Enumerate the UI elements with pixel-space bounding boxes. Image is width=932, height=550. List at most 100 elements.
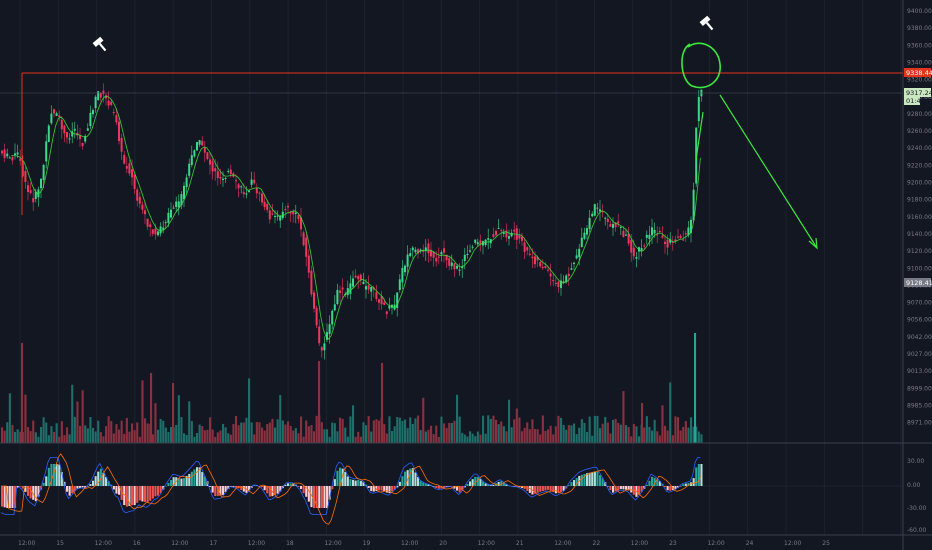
candle-body[interactable] (261, 193, 263, 203)
candle-body[interactable] (206, 152, 209, 160)
candle-body[interactable] (583, 232, 586, 239)
candle-body[interactable] (60, 119, 63, 130)
candle-body[interactable] (359, 274, 362, 281)
candle-body[interactable] (81, 142, 84, 147)
candle-body[interactable] (547, 269, 549, 271)
candle-body[interactable] (294, 212, 297, 214)
candle-body[interactable] (409, 253, 412, 256)
candle-body[interactable] (73, 128, 76, 131)
candle-body[interactable] (271, 213, 274, 215)
candle-body[interactable] (6, 153, 9, 157)
candle-body[interactable] (214, 168, 217, 172)
candle-body[interactable] (138, 196, 141, 204)
candle-body[interactable] (102, 90, 105, 95)
candle-body[interactable] (112, 112, 115, 114)
candle-body[interactable] (679, 235, 682, 239)
candle-body[interactable] (612, 223, 614, 228)
candle-body[interactable] (183, 185, 185, 200)
candle-body[interactable] (320, 347, 323, 351)
candle-body[interactable] (110, 101, 113, 105)
candle-body[interactable] (445, 254, 448, 261)
candle-body[interactable] (263, 201, 266, 208)
candle-body[interactable] (209, 159, 211, 165)
candle-body[interactable] (245, 193, 248, 195)
candle-body[interactable] (42, 165, 45, 181)
candle-body[interactable] (8, 157, 11, 159)
candle-body[interactable] (115, 115, 118, 123)
candle-body[interactable] (248, 190, 250, 192)
candle-body[interactable] (427, 243, 430, 254)
candle-body[interactable] (250, 179, 253, 185)
candle-body[interactable] (349, 283, 352, 294)
candle-body[interactable] (227, 171, 230, 173)
candle-body[interactable] (479, 240, 482, 245)
candle-body[interactable] (63, 125, 66, 134)
candle-body[interactable] (664, 241, 666, 244)
candle-body[interactable] (167, 212, 170, 223)
candle-body[interactable] (549, 273, 552, 277)
candle-body[interactable] (378, 299, 380, 303)
candle-body[interactable] (669, 239, 672, 243)
candle-body[interactable] (570, 268, 573, 270)
candle-body[interactable] (414, 249, 417, 253)
candle-body[interactable] (580, 237, 583, 248)
candle-body[interactable] (24, 170, 27, 183)
candle-body[interactable] (666, 239, 669, 248)
candle-body[interactable] (216, 171, 219, 179)
candle-body[interactable] (170, 209, 172, 218)
candle-body[interactable] (487, 238, 490, 240)
candle-body[interactable] (456, 266, 458, 269)
candle-body[interactable] (172, 207, 175, 209)
candle-body[interactable] (53, 109, 55, 114)
candle-body[interactable] (682, 239, 685, 241)
candle-body[interactable] (58, 115, 61, 118)
candle-body[interactable] (648, 234, 651, 239)
candle-body[interactable] (107, 100, 110, 106)
candle-body[interactable] (354, 275, 357, 278)
candle-body[interactable] (645, 234, 648, 238)
candle-body[interactable] (495, 231, 497, 236)
candle-body[interactable] (159, 226, 162, 234)
candle-body[interactable] (237, 184, 240, 189)
candle-body[interactable] (133, 175, 136, 190)
candle-body[interactable] (536, 256, 539, 261)
candle-body[interactable] (461, 266, 464, 269)
candle-body[interactable] (185, 177, 188, 188)
candle-body[interactable] (164, 222, 167, 224)
candle-body[interactable] (318, 326, 321, 344)
candle-body[interactable] (177, 201, 180, 208)
candle-body[interactable] (99, 93, 102, 98)
candle-body[interactable] (448, 258, 451, 266)
candle-body[interactable] (229, 169, 232, 175)
candle-body[interactable] (573, 262, 575, 264)
candle-body[interactable] (196, 141, 198, 151)
candle-body[interactable] (677, 236, 679, 238)
candle-body[interactable] (219, 177, 222, 179)
candle-body[interactable] (68, 138, 71, 140)
candle-body[interactable] (198, 140, 201, 145)
candle-body[interactable] (224, 178, 227, 180)
candle-body[interactable] (557, 281, 560, 288)
candle-body[interactable] (149, 224, 152, 227)
candle-body[interactable] (16, 152, 19, 155)
candle-body[interactable] (144, 210, 146, 215)
candle-body[interactable] (310, 270, 313, 295)
candle-body[interactable] (513, 229, 516, 232)
candle-body[interactable] (162, 227, 165, 230)
candle-body[interactable] (287, 205, 289, 208)
candle-body[interactable] (71, 131, 74, 137)
candle-body[interactable] (279, 215, 282, 221)
candle-body[interactable] (430, 249, 432, 257)
candle-body[interactable] (411, 247, 414, 251)
candle-body[interactable] (47, 125, 50, 142)
candle-body[interactable] (284, 209, 287, 211)
candle-body[interactable] (255, 188, 258, 194)
candle-body[interactable] (692, 189, 695, 221)
candle-body[interactable] (14, 153, 16, 156)
candle-body[interactable] (151, 229, 154, 234)
candle-body[interactable] (398, 279, 401, 290)
candle-body[interactable] (118, 121, 120, 142)
candle-body[interactable] (125, 166, 128, 169)
candle-body[interactable] (630, 240, 633, 253)
